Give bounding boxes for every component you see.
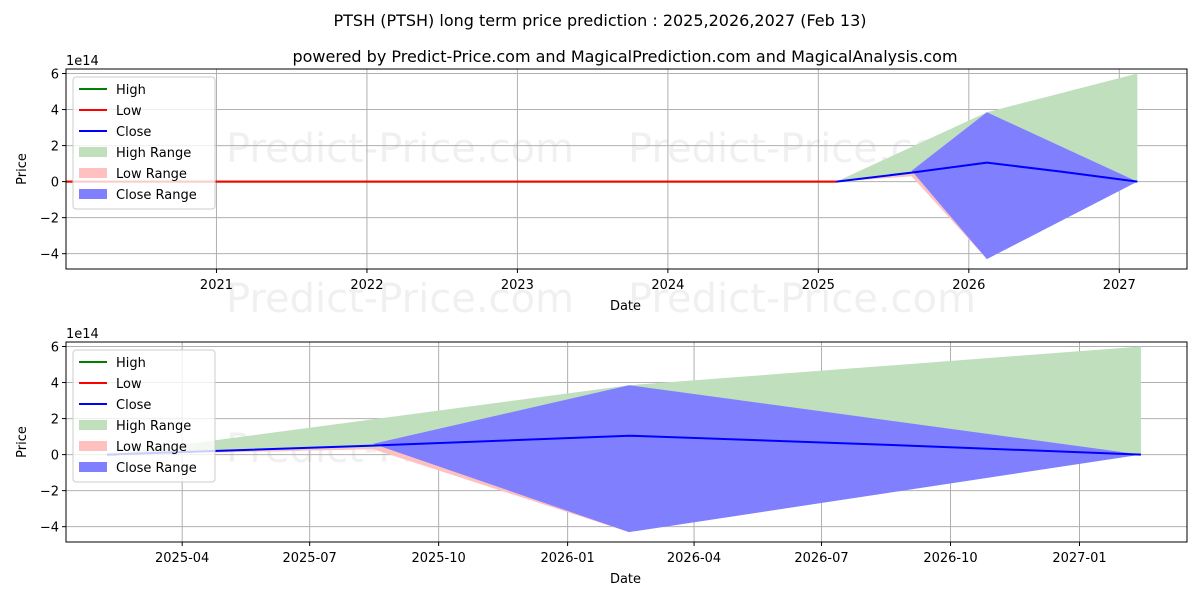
figure-title: PTSH (PTSH) long term price prediction :… (334, 11, 867, 30)
top-legend-label-4: Low Range (116, 167, 187, 182)
top-y-tick-label-3: 2 (51, 140, 59, 155)
bottom-legend-label-2: Close (116, 398, 151, 413)
top-x-tick-label-0: 2021 (200, 278, 233, 293)
bottom-y-tick-label-3: 2 (51, 413, 59, 428)
bottom-x-tick-label-6: 2026-10 (923, 551, 977, 566)
bottom-legend-swatch-5 (79, 462, 107, 472)
top-legend-label-0: High (116, 83, 146, 98)
watermark-1: Predict-Price.com (226, 126, 574, 172)
top-y-tick-label-0: −4 (40, 248, 59, 263)
bottom-x-tick-label-3: 2026-01 (540, 551, 594, 566)
bottom-close-line (106, 434, 1141, 456)
top-legend-label-5: Close Range (116, 188, 197, 203)
top-close-range-area (836, 112, 1138, 260)
bottom-x-tick-label-2: 2025-10 (411, 551, 465, 566)
top-y-axis-label: Price (15, 153, 30, 185)
top-legend-swatch-5 (79, 189, 107, 199)
watermark-3: Predict-Price.com (226, 276, 574, 322)
bottom-y-tick-label-1: −2 (40, 485, 59, 500)
figure-subtitle: powered by Predict-Price.com and Magical… (292, 47, 957, 66)
bottom-legend-label-0: High (116, 356, 146, 371)
top-x-axis-label: Date (610, 299, 641, 314)
bottom-legend-label-1: Low (116, 377, 142, 392)
bottom-y-tick-label-0: −4 (40, 521, 59, 536)
top-legend-label-1: Low (116, 104, 142, 119)
top-axes-frame (65, 68, 1188, 270)
bottom-chart-panel: 2025-04 2025-07 2025-10 2026-01 2026-04 2026-… (15, 327, 1188, 587)
bottom-x-tick-label-4: 2026-04 (667, 551, 721, 566)
top-legend-label-3: High Range (116, 146, 191, 161)
top-x-tick-label-3: 2024 (651, 278, 684, 293)
bottom-legend-swatch-3 (79, 420, 107, 430)
bottom-y-axis-label: Price (15, 426, 30, 458)
bottom-x-tick-label-0: 2025-04 (155, 551, 209, 566)
bottom-legend-swatch-4 (79, 441, 107, 451)
bottom-y-tick-label-5: 6 (51, 341, 59, 356)
bottom-legend-box (72, 349, 216, 483)
bottom-legend-label-4: Low Range (116, 440, 187, 455)
top-x-tick-label-2: 2023 (501, 278, 534, 293)
top-x-tick-label-5: 2026 (952, 278, 985, 293)
top-y-tick-label-2: 0 (51, 176, 59, 191)
bottom-x-tick-label-7: 2027-01 (1052, 551, 1106, 566)
top-y-tick-label-4: 4 (51, 104, 59, 119)
bottom-axes-frame (65, 341, 1188, 543)
top-chart-panel: 2021 2022 2023 2024 2025 2026 2027 −4 −2 0 2 4 6 1e14… (15, 54, 1188, 314)
top-legend-swatch-3 (79, 147, 107, 157)
top-legend-swatch-4 (79, 168, 107, 178)
top-x-tick-label-1: 2022 (350, 278, 383, 293)
bottom-legend-label-5: Close Range (116, 461, 197, 476)
top-y-scale-label: 1e14 (66, 54, 99, 69)
watermark-4: Predict-Price.com (628, 276, 976, 322)
bottom-close-range-area (106, 385, 1141, 533)
top-x-tick-label-6: 2027 (1103, 278, 1136, 293)
top-legend-label-2: Close (116, 125, 151, 140)
top-x-tick-label-4: 2025 (802, 278, 835, 293)
bottom-x-tick-label-1: 2025-07 (282, 551, 336, 566)
bottom-x-tick-label-5: 2026-07 (794, 551, 848, 566)
bottom-x-axis-label: Date (610, 572, 641, 587)
bottom-y-tick-label-2: 0 (51, 449, 59, 464)
top-y-tick-label-5: 6 (51, 68, 59, 83)
bottom-y-scale-label: 1e14 (66, 327, 99, 342)
top-y-tick-label-1: −2 (40, 212, 59, 227)
top-legend-box (72, 76, 216, 210)
bottom-y-tick-label-4: 4 (51, 377, 59, 392)
bottom-legend-label-3: High Range (116, 419, 191, 434)
top-close-line (836, 161, 1138, 183)
